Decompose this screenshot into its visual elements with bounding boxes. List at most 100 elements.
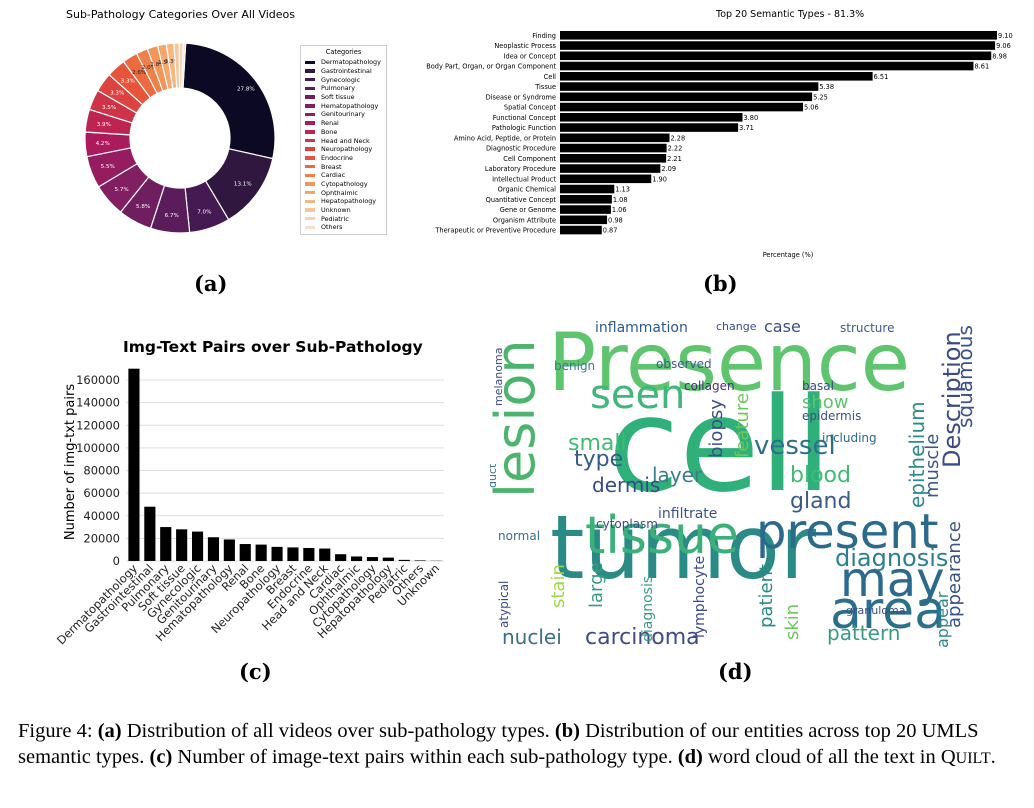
legend-swatch	[305, 112, 315, 117]
bar	[239, 544, 251, 561]
bar	[560, 82, 819, 91]
word-cloud-word: normal	[498, 529, 540, 543]
caption-b-tag: (b)	[554, 720, 580, 742]
bar-category-label: Disease or Syndrome	[486, 93, 556, 101]
y-tick-label: 60000	[83, 486, 120, 500]
pie-slice-label: 4.2%	[96, 141, 110, 147]
word-cloud-word: cytoplasm	[596, 517, 658, 531]
word-cloud-word: pattern	[827, 621, 901, 645]
bar	[191, 531, 204, 561]
legend-swatch	[305, 156, 315, 160]
pie-slice-label: 27.8%	[237, 86, 255, 92]
word-cloud-word: lymphocyte	[692, 556, 708, 638]
y-tick-label: 20000	[83, 531, 120, 545]
y-tick-label: 100000	[76, 441, 120, 455]
legend-label: Head and Neck	[321, 136, 370, 145]
bar	[560, 102, 803, 112]
legend-swatch	[305, 104, 315, 108]
bar	[560, 164, 661, 173]
semantic-types-chart: Finding 9.10 Neoplastic Process 9.06 Idea or…	[426, 31, 1013, 259]
legend-item: Dermatopathology	[301, 58, 386, 67]
legend-label: Bone	[321, 127, 338, 136]
x-axis-label: Percentage (%)	[763, 251, 814, 259]
bar	[560, 61, 974, 71]
word-cloud-word: vessel	[754, 431, 836, 461]
word-cloud-word: stain	[548, 564, 569, 608]
legend-swatch	[305, 147, 315, 151]
y-tick-label: 160000	[76, 373, 120, 387]
panel-a-title: Sub-Pathology Categories Over All Videos	[66, 8, 296, 21]
word-cloud-word: Description	[938, 331, 966, 468]
legend-swatch	[305, 121, 315, 125]
bar	[560, 133, 670, 143]
word-cloud-word: appearance	[944, 521, 965, 628]
bar-value-label: 8.61	[974, 63, 989, 71]
bar-value-label: 1.90	[652, 175, 667, 183]
legend-item: Pediatric	[301, 214, 386, 223]
bar	[207, 537, 220, 561]
caption-a-tag: (a)	[97, 720, 122, 742]
bar-value-label: 5.38	[819, 83, 834, 91]
bar-category-label: Idea or Concept	[504, 52, 557, 60]
pie-slice-label: 13.1%	[234, 181, 252, 187]
caption-b-text: Distribution of our entities across top …	[18, 720, 979, 768]
bar-value-label: 1.13	[615, 186, 630, 194]
word-cloud-word: area	[830, 581, 946, 641]
legend-label: Renal	[321, 119, 339, 128]
legend-swatch	[305, 190, 315, 195]
word-cloud-word: tissue	[585, 506, 739, 566]
legend-swatch	[305, 138, 315, 143]
legend-swatch	[305, 77, 315, 82]
y-tick-label: 120000	[76, 418, 120, 432]
word-cloud-word: melanoma	[492, 348, 505, 406]
legend-label: Dermatopathology	[321, 58, 381, 67]
pie-slice-label: 2.6%	[132, 70, 146, 76]
legend-item: Hepatopathology	[301, 197, 386, 206]
bar-value-label: 2.28	[670, 134, 685, 142]
word-cloud-word: epidermis	[802, 409, 861, 423]
word-cloud-word: observed	[656, 357, 712, 371]
bar	[128, 368, 140, 561]
legend-item: Genitourinary	[301, 110, 386, 119]
bar	[560, 31, 997, 40]
legend-swatch	[305, 164, 315, 169]
bar-category-label: Therapeutic or Preventive Procedure	[434, 227, 556, 235]
bar-value-label: 5.06	[804, 104, 819, 112]
bar-category-label: Intellectual Product	[492, 175, 556, 183]
panel-c-label: (c)	[239, 659, 272, 684]
y-tick-label: 0	[113, 554, 120, 568]
word-cloud-word: gland	[790, 489, 851, 514]
panel-c-title: Img-Text Pairs over Sub-Pathology	[123, 338, 423, 356]
legend-item: Gynecologic	[301, 75, 386, 84]
legend-item: Soft tissue	[301, 93, 386, 102]
word-cloud-word: blood	[790, 463, 851, 488]
bar	[366, 557, 379, 561]
legend-label: Soft tissue	[321, 93, 355, 102]
word-cloud-word: change	[716, 320, 757, 333]
legend-swatch	[305, 95, 315, 99]
legend-label: Neuropathology	[321, 145, 373, 154]
bar	[271, 546, 283, 561]
legend-swatch	[305, 225, 315, 230]
bar-category-label: Diagnostic Procedure	[486, 145, 556, 153]
pie-slice-label: 1.8%	[150, 62, 164, 68]
bar-category-label: Spatial Concept	[504, 104, 556, 112]
legend-item: Bone	[301, 128, 386, 137]
bar	[560, 123, 739, 132]
legend-item: Cardiac	[301, 171, 386, 180]
pie-legend: Categories Dermatopathology Gastrointesti…	[300, 45, 387, 235]
bar	[382, 557, 394, 561]
bar	[287, 547, 299, 561]
pie-slice	[181, 42, 187, 89]
bar	[560, 72, 873, 81]
bar-value-label: 1.06	[612, 206, 627, 214]
legend-label: Hematopathology	[321, 101, 379, 110]
legend-item: Head and Neck	[301, 136, 386, 145]
legend-item: Endocrine	[301, 154, 386, 163]
caption-fig: Figure 4:	[18, 720, 93, 742]
word-cloud-word: biopsy	[706, 399, 727, 458]
word-cloud-word: benign	[554, 359, 595, 373]
word-cloud-word: Presence	[548, 318, 910, 409]
legend-label: Ophthalmic	[321, 188, 358, 197]
word-cloud-word: collagen	[684, 379, 735, 393]
